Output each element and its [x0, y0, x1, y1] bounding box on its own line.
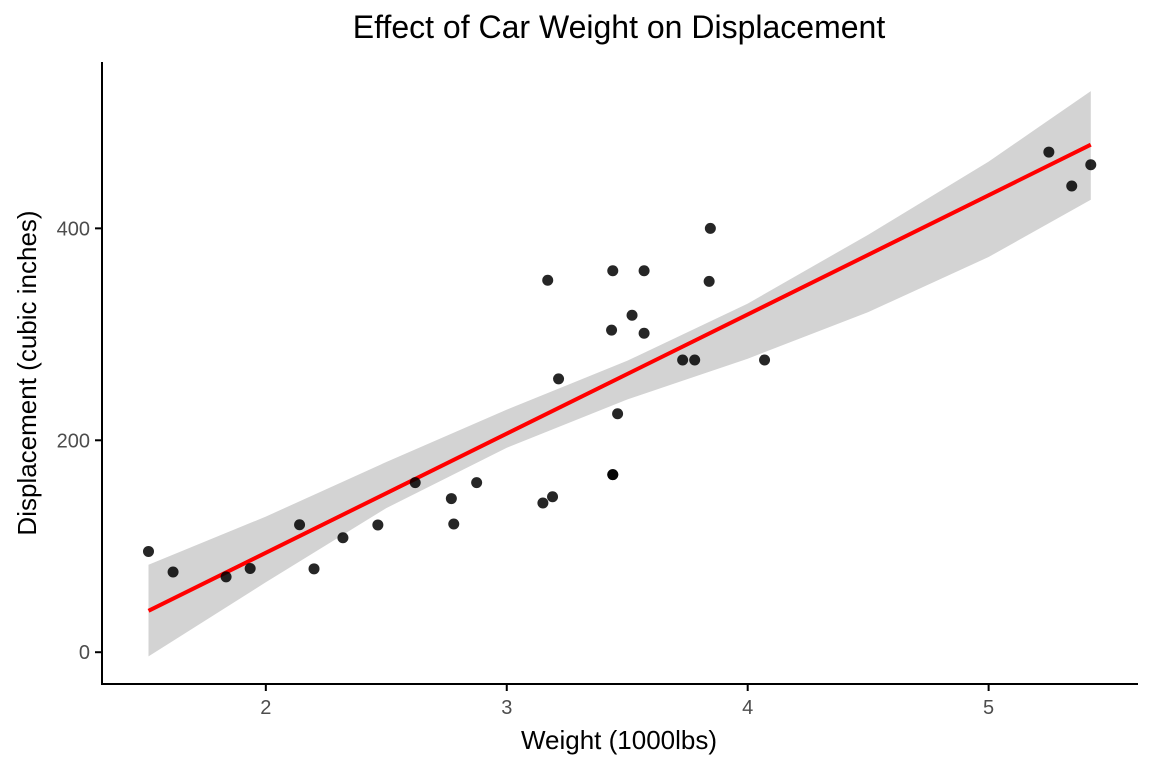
data-point — [704, 222, 716, 234]
data-point — [703, 275, 715, 287]
data-point — [607, 469, 619, 481]
data-point — [409, 477, 421, 489]
x-axis-ticks: 2 3 4 5 — [260, 684, 994, 719]
data-point — [167, 566, 179, 578]
data-point — [537, 497, 549, 509]
x-axis-title: Weight (1000lbs) — [521, 725, 717, 755]
data-point — [638, 265, 650, 277]
regression-line — [147, 142, 1092, 613]
data-point — [677, 354, 689, 366]
y-tick-label: 400 — [57, 218, 90, 240]
data-point — [553, 373, 565, 385]
data-point — [244, 563, 256, 575]
data-point — [542, 274, 554, 286]
data-point — [471, 477, 483, 489]
chart-title: Effect of Car Weight on Displacement — [353, 9, 886, 45]
y-tick-label: 200 — [57, 430, 90, 452]
data-point — [606, 324, 618, 336]
x-tick-label: 2 — [260, 697, 271, 719]
data-point — [759, 354, 771, 366]
data-point — [308, 563, 320, 575]
data-point — [142, 545, 154, 557]
y-axis-title: Displacement (cubic inches) — [12, 210, 42, 535]
data-point — [220, 571, 232, 583]
x-tick-label: 5 — [983, 697, 994, 719]
data-point — [337, 532, 349, 544]
data-point — [612, 408, 624, 420]
data-point — [445, 493, 457, 505]
y-tick-label: 0 — [79, 642, 90, 664]
data-point — [448, 518, 460, 530]
y-axis-ticks: 0 200 400 — [57, 218, 102, 664]
x-tick-label: 4 — [742, 697, 753, 719]
regression-line-layer — [147, 142, 1092, 613]
data-point — [638, 327, 650, 339]
data-point — [626, 309, 638, 321]
data-point — [1066, 180, 1078, 192]
confidence-band-layer — [148, 91, 1091, 657]
data-point — [689, 354, 701, 366]
x-tick-label: 3 — [501, 697, 512, 719]
data-point — [294, 519, 306, 531]
data-point — [1085, 159, 1097, 171]
data-point — [607, 265, 619, 277]
data-point — [372, 519, 384, 531]
data-point — [547, 491, 559, 503]
data-point — [1043, 146, 1055, 158]
points-layer — [142, 146, 1097, 583]
confidence-band — [148, 91, 1091, 657]
